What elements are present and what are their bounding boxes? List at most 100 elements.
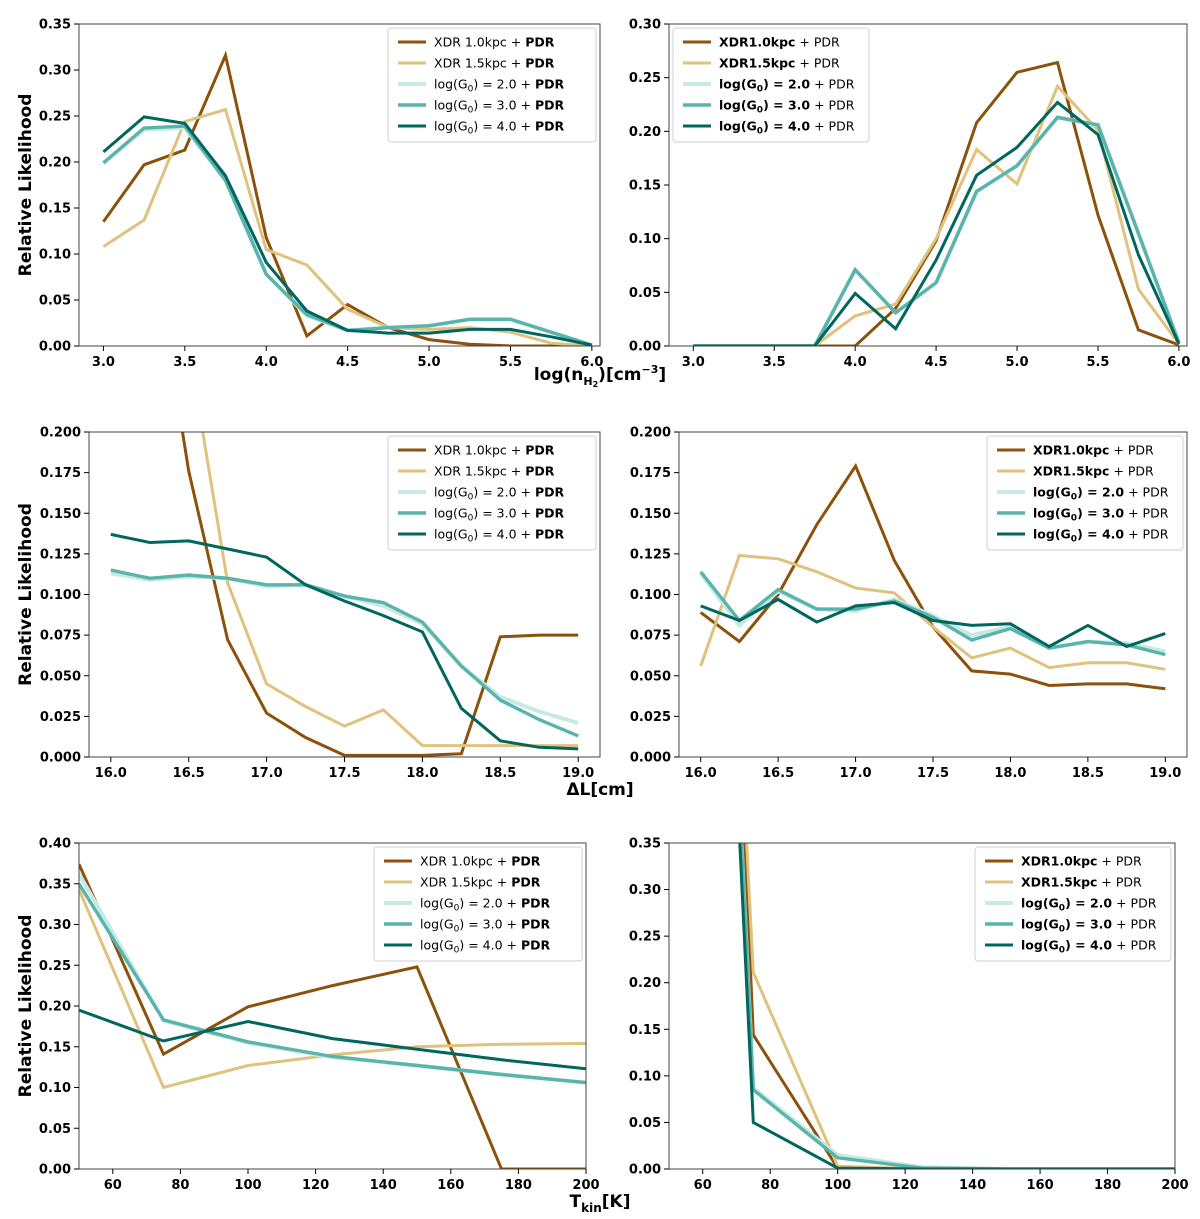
series-group (110, 432, 579, 757)
series-group (693, 60, 1181, 346)
legend-box (373, 846, 583, 962)
y-tick-label: 0.025 (40, 710, 81, 725)
x-tick-label: 60 (104, 1178, 122, 1193)
x-tick-label: 60 (694, 1178, 712, 1193)
legend-box (986, 435, 1184, 551)
legend-label-g2: log(G0) = 2.0 + PDR (719, 77, 855, 95)
series-group (79, 863, 586, 1169)
row-x-axis-label: Tkin[K] (570, 1192, 631, 1215)
y-tick-label: 0.25 (39, 110, 71, 125)
x-tick-label: 3.5 (763, 355, 786, 370)
y-tick-label: 0.05 (39, 294, 71, 309)
y-tick-label: 0.30 (629, 883, 661, 898)
x-tick-label: 18.5 (484, 766, 516, 781)
panel-row3-left: 0.00 0.05 0.10 0.15 0.20 0.25 0.30 0.35 0.40 60 80… (16, 837, 600, 1194)
panel-row1-left: 0.00 0.05 0.10 0.15 0.20 0.25 0.30 0.35 3.0 3.5 4.… (16, 18, 603, 371)
legend-label-xdr15: XDR 1.5kpc + PDR (434, 56, 555, 71)
x-tick-label: 5.5 (1086, 355, 1109, 370)
legend-label-xdr10: XDR1.0kpc + PDR (719, 35, 840, 50)
axes-frame (668, 842, 1176, 1170)
y-tick-label: 0.15 (39, 1040, 71, 1055)
x-tick-label: 5.0 (1006, 355, 1029, 370)
y-tick-label: 0.125 (40, 547, 81, 562)
x-tick-label: 120 (302, 1178, 329, 1193)
y-axis-label: Relative Likelihood (16, 94, 36, 277)
x-tick-label: 100 (234, 1178, 261, 1193)
series-line-g2 (102, 125, 593, 346)
y-tick-label: 0.200 (40, 426, 81, 441)
panel-row2-left: 0.000 0.025 0.050 0.075 0.100 0.125 0.150 0.175… (16, 426, 601, 781)
x-tick-label: 4.5 (336, 355, 359, 370)
series-line-g4 (102, 115, 593, 346)
series-line-xdr10 (102, 50, 592, 346)
x-tick-label: 180 (1094, 1178, 1121, 1193)
y-tick-label: 0.175 (630, 466, 671, 481)
series-line-xdr15 (201, 432, 579, 748)
y-tick-label: 0.00 (629, 1163, 661, 1178)
series-line-xdr15 (699, 553, 1166, 671)
y-tick-label: 0.175 (40, 466, 81, 481)
y-tick-label: 0.10 (39, 248, 71, 263)
x-tick-label: 3.0 (682, 355, 705, 370)
panel-row1-right: 0.00 0.05 0.10 0.15 0.20 0.25 0.30 3.0 3.5 4.0 4.5… (629, 18, 1191, 371)
x-tick-label: 18.0 (994, 766, 1026, 781)
x-tick-label: 3.0 (92, 355, 115, 370)
x-tick-label: 4.5 (925, 355, 948, 370)
x-tick-label: 160 (437, 1178, 464, 1193)
y-tick-label: 0.075 (40, 629, 81, 644)
y-tick-label: 0.200 (630, 426, 671, 441)
series-line-g4 (110, 532, 579, 751)
legend-label-xdr15: XDR1.5kpc + PDR (719, 56, 840, 71)
panel-row2-right: 0.000 0.025 0.050 0.075 0.100 0.125 0.150 0.175… (630, 426, 1188, 781)
x-tick-label: 160 (1026, 1178, 1053, 1193)
x-tick-label: 16.0 (685, 766, 717, 781)
y-tick-label: 0.35 (629, 837, 661, 852)
y-tick-label: 0.10 (629, 232, 661, 247)
x-tick-label: 4.0 (844, 355, 867, 370)
x-tick-label: 80 (171, 1178, 189, 1193)
x-tick-label: 200 (1161, 1178, 1188, 1193)
legend: XDR1.0kpc + PDR XDR1.5kpc + PDR log(G0) = … (974, 846, 1172, 962)
x-tick-label: 4.0 (255, 355, 278, 370)
x-tick-label: 6.0 (1167, 355, 1190, 370)
y-tick-label: 0.00 (39, 1163, 71, 1178)
y-tick-label: 0.125 (630, 547, 671, 562)
series-line-g3 (102, 124, 593, 346)
series-line-g4 (79, 1008, 586, 1071)
series-line-g4 (693, 100, 1181, 346)
legend-label-g3: log(G0) = 3.0 + PDR (420, 917, 551, 935)
legend-label-g3: log(G0) = 3.0 + PDR (434, 506, 565, 524)
series-line-g2 (699, 572, 1166, 654)
legend-label-g4: log(G0) = 4.0 + PDR (1033, 527, 1169, 545)
legend-label-xdr10: XDR1.0kpc + PDR (1033, 443, 1154, 458)
y-tick-label: 0.20 (39, 156, 71, 171)
legend-label-g2: log(G0) = 2.0 + PDR (434, 77, 565, 95)
y-tick-label: 0.150 (630, 507, 671, 522)
y-tick-label: 0.150 (40, 507, 81, 522)
y-tick-label: 0.15 (629, 1023, 661, 1038)
y-tick-label: 0.30 (629, 18, 661, 33)
series-line-xdr10 (79, 863, 586, 1169)
series-line-g3 (110, 568, 579, 738)
y-tick-label: 0.30 (39, 64, 71, 79)
series-group (102, 50, 593, 346)
legend-label-xdr15: XDR 1.5kpc + PDR (434, 464, 555, 479)
legend-label-g4: log(G0) = 4.0 + PDR (434, 119, 565, 137)
x-tick-label: 18.0 (406, 766, 438, 781)
legend-label-g2: log(G0) = 2.0 + PDR (434, 485, 565, 503)
x-tick-label: 18.5 (1072, 766, 1104, 781)
y-tick-label: 0.35 (39, 877, 71, 892)
legend-label-xdr15: XDR1.5kpc + PDR (1033, 464, 1154, 479)
row-x-axis-label: ΔL[cm] (566, 780, 633, 800)
series-group (738, 843, 1175, 1169)
legend: XDR 1.0kpc + PDR XDR 1.5kpc + PDR log(G0) … (387, 435, 597, 551)
legend-box (672, 27, 870, 143)
x-tick-label: 19.0 (562, 766, 594, 781)
legend-label-xdr10: XDR1.0kpc + PDR (1021, 854, 1142, 869)
legend-label-g4: log(G0) = 4.0 + PDR (1021, 938, 1157, 956)
y-tick-label: 0.20 (629, 125, 661, 140)
x-tick-label: 6.0 (580, 355, 603, 370)
series-line-g3 (699, 570, 1166, 657)
y-axis-label: Relative Likelihood (16, 915, 36, 1098)
